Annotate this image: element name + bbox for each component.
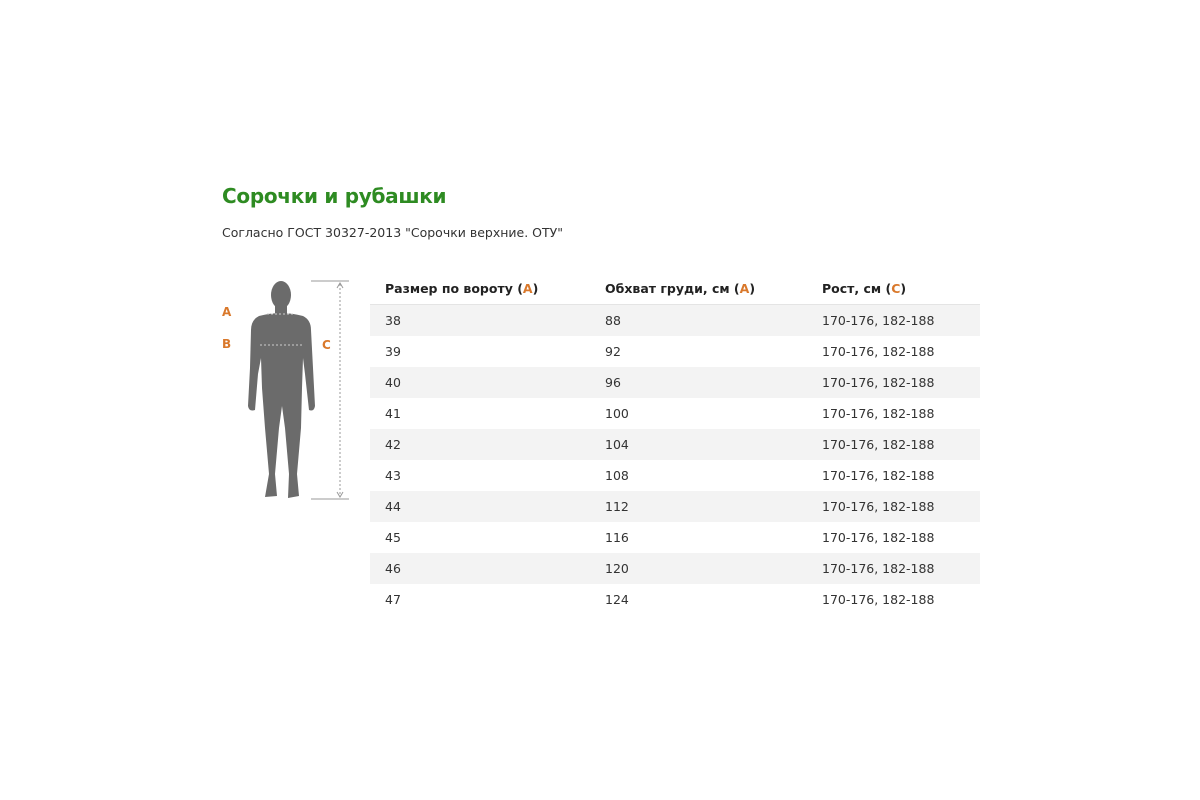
header-chest: Обхват груди, см (A): [590, 272, 807, 305]
table-row: 46 120 170-176, 182-188: [370, 553, 980, 584]
height-cell: 170-176, 182-188: [822, 592, 935, 607]
collar-size-cell: 40: [370, 367, 590, 398]
collar-size-cell: 47: [385, 592, 401, 607]
chest-cell: 88: [590, 304, 807, 336]
chest-cell: 120: [590, 553, 807, 584]
height-cell: 170-176, 182-188: [807, 553, 980, 584]
collar-size-cell: 46: [370, 553, 590, 584]
height-cell: 170-176, 182-188: [822, 344, 935, 359]
label-a: A: [222, 305, 232, 319]
chest-cell: 116: [605, 530, 629, 545]
height-cell: 170-176, 182-188: [822, 530, 935, 545]
collar-size-cell: 43: [385, 468, 401, 483]
height-cell: 170-176, 182-188: [822, 406, 935, 421]
chest-cell: 92: [605, 344, 621, 359]
size-table: Размер по вороту (A) Обхват груди, см (A…: [370, 272, 980, 615]
collar-size-cell: 41: [385, 406, 401, 421]
chest-cell: 104: [590, 429, 807, 460]
chest-cell: 124: [605, 592, 629, 607]
table-row: 45 116 170-176, 182-188: [370, 522, 980, 553]
table-row: 39 92 170-176, 182-188: [370, 336, 980, 367]
human-silhouette-icon: [248, 280, 349, 500]
height-cell: 170-176, 182-188: [807, 367, 980, 398]
collar-size-cell: 44: [370, 491, 590, 522]
page-title: Сорочки и рубашки: [222, 184, 447, 208]
height-cell: 170-176, 182-188: [807, 429, 980, 460]
table-row: 42 104 170-176, 182-188: [370, 429, 980, 460]
label-c: C: [322, 338, 331, 352]
header-collar-size: Размер по вороту (A): [370, 272, 590, 305]
chest-cell: 96: [590, 367, 807, 398]
header-height: Рост, см (C): [807, 272, 980, 305]
collar-size-cell: 39: [385, 344, 401, 359]
collar-size-cell: 45: [385, 530, 401, 545]
height-cell: 170-176, 182-188: [807, 491, 980, 522]
table-row: 47 124 170-176, 182-188: [370, 584, 980, 615]
collar-size-cell: 42: [370, 429, 590, 460]
page-subtitle: Согласно ГОСТ 30327-2013 "Сорочки верхни…: [222, 225, 564, 240]
chest-cell: 100: [605, 406, 629, 421]
label-b: B: [222, 337, 232, 351]
table-row: 43 108 170-176, 182-188: [370, 460, 980, 491]
table-row: 41 100 170-176, 182-188: [370, 398, 980, 429]
chest-cell: 108: [605, 468, 629, 483]
table-row: 40 96 170-176, 182-188: [370, 367, 980, 398]
height-cell: 170-176, 182-188: [807, 304, 980, 336]
table-row: 44 112 170-176, 182-188: [370, 491, 980, 522]
table-row: 38 88 170-176, 182-188: [370, 304, 980, 336]
collar-size-cell: 38: [370, 304, 590, 336]
body-measurement-figure: A B C: [215, 278, 355, 503]
height-cell: 170-176, 182-188: [822, 468, 935, 483]
chest-cell: 112: [590, 491, 807, 522]
